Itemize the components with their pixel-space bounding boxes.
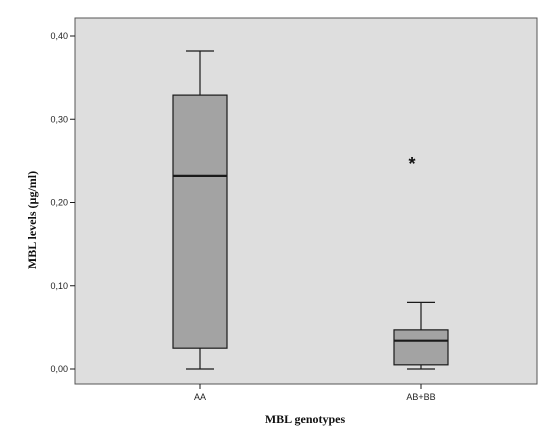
- box-group-ab-bb: *: [393, 154, 449, 370]
- outlier-marker: *: [408, 154, 415, 174]
- x-axis-title: MBL genotypes: [265, 412, 346, 426]
- y-tick-label: 0,20: [50, 198, 68, 208]
- box-iqr: [172, 94, 228, 349]
- chart-marks: *: [172, 50, 449, 370]
- x-tick-label: AB+BB: [406, 392, 435, 402]
- y-tick-label: 0,10: [50, 281, 68, 291]
- y-tick-label: 0,30: [50, 114, 68, 124]
- y-axis-title: MBL levels (µg/ml): [25, 171, 39, 269]
- box-group-aa: [172, 50, 228, 370]
- x-tick-label: AA: [194, 392, 206, 402]
- x-axis: AA AB+BB: [194, 384, 436, 402]
- y-tick-label: 0,40: [50, 31, 68, 41]
- y-axis: 0,00 0,10 0,20 0,30 0,40: [50, 31, 75, 374]
- y-tick-label: 0,00: [50, 364, 68, 374]
- plot-area: [74, 17, 538, 385]
- box-iqr: [393, 329, 449, 366]
